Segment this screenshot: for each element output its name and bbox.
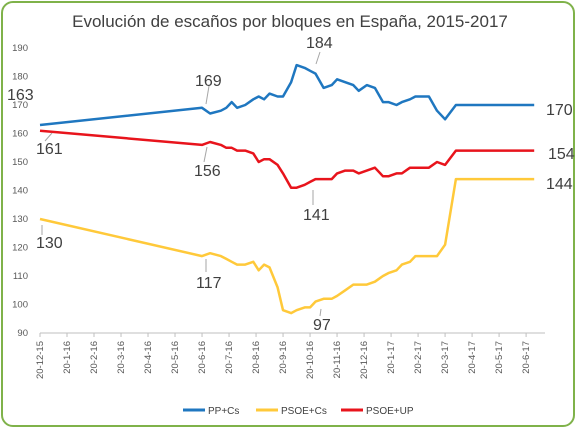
- data-label-154: 154: [548, 146, 575, 163]
- data-label-leader: [315, 51, 321, 65]
- x-tick-label: 20-12-16: [359, 341, 370, 379]
- y-tick-label: 110: [13, 271, 28, 282]
- y-tick-label: 100: [12, 300, 28, 311]
- chart-frame: [1, 1, 575, 427]
- series-line-pp-cs: [39, 63, 535, 127]
- y-axis: 90 100 110 120 130 140 150 160 170 180 190: [12, 43, 28, 339]
- x-tick-label: 20-1-16: [62, 341, 73, 374]
- data-label-144: 144: [546, 176, 573, 193]
- data-label-leader: [319, 308, 322, 317]
- data-label-97: 97: [313, 317, 331, 334]
- data-label-141: 141: [303, 207, 330, 224]
- y-tick-label: 180: [12, 72, 28, 83]
- y-tick-label: 170: [12, 100, 28, 111]
- data-label-leader: [44, 132, 53, 142]
- data-label-130: 130: [36, 235, 63, 252]
- x-tick-label: 20-1-17: [386, 341, 397, 374]
- series-line-psoe-up: [39, 129, 535, 189]
- x-tick-label: 20-5-16: [170, 341, 181, 374]
- x-tick-label: 20-3-16: [116, 341, 127, 374]
- x-tick-label: 20-6-17: [521, 341, 532, 374]
- x-tick-label: 20-4-17: [467, 341, 478, 374]
- x-axis: 20-12-15 20-1-16 20-2-16 20-3-16 20-4-16 20-5…: [35, 332, 545, 379]
- x-tick-label: 20-9-16: [278, 341, 289, 374]
- data-label-163: 163: [7, 87, 34, 104]
- y-tick-label: 150: [12, 157, 28, 168]
- chart-title: Evolución de escaños por bloques en Espa…: [72, 12, 508, 31]
- x-tick-label: 20-10-16: [305, 341, 316, 379]
- data-label-117: 117: [196, 275, 222, 292]
- data-labels: 163 169 184 170 161 156 141 154 130 117 97 144: [7, 35, 575, 334]
- data-label-161: 161: [36, 141, 63, 158]
- data-label-184: 184: [306, 35, 333, 52]
- y-tick-label: 130: [12, 214, 28, 225]
- legend-label: PSOE+UP: [366, 406, 414, 417]
- legend-label: PP+Cs: [208, 406, 239, 417]
- x-tick-label: 20-2-16: [89, 341, 100, 374]
- x-tick-label: 20-2-17: [413, 341, 424, 374]
- series-lines: [39, 63, 535, 315]
- data-label-170: 170: [546, 102, 573, 119]
- y-tick-label: 190: [12, 43, 28, 54]
- data-label-169: 169: [195, 73, 222, 90]
- x-tick-label: 20-8-16: [251, 341, 262, 374]
- y-tick-label: 160: [12, 129, 28, 140]
- x-tick-label: 20-7-16: [224, 341, 235, 374]
- x-tick-label: 20-4-16: [143, 341, 154, 374]
- x-tick-label: 20-12-15: [35, 341, 46, 379]
- data-label-leader: [203, 146, 208, 163]
- series-line-psoe-cs: [39, 177, 535, 315]
- data-label-leader: [205, 85, 210, 105]
- legend: PP+Cs PSOE+Cs PSOE+UP: [183, 406, 414, 417]
- data-label-156: 156: [194, 163, 221, 180]
- legend-label: PSOE+Cs: [281, 406, 327, 417]
- y-tick-label: 90: [17, 328, 28, 339]
- x-tick-label: 20-11-16: [332, 341, 343, 378]
- y-tick-label: 120: [12, 243, 28, 254]
- x-tick-label: 20-5-17: [494, 341, 505, 374]
- x-tick-label: 20-3-17: [440, 341, 451, 374]
- x-tick-label: 20-6-16: [197, 341, 208, 374]
- y-tick-label: 140: [12, 186, 28, 197]
